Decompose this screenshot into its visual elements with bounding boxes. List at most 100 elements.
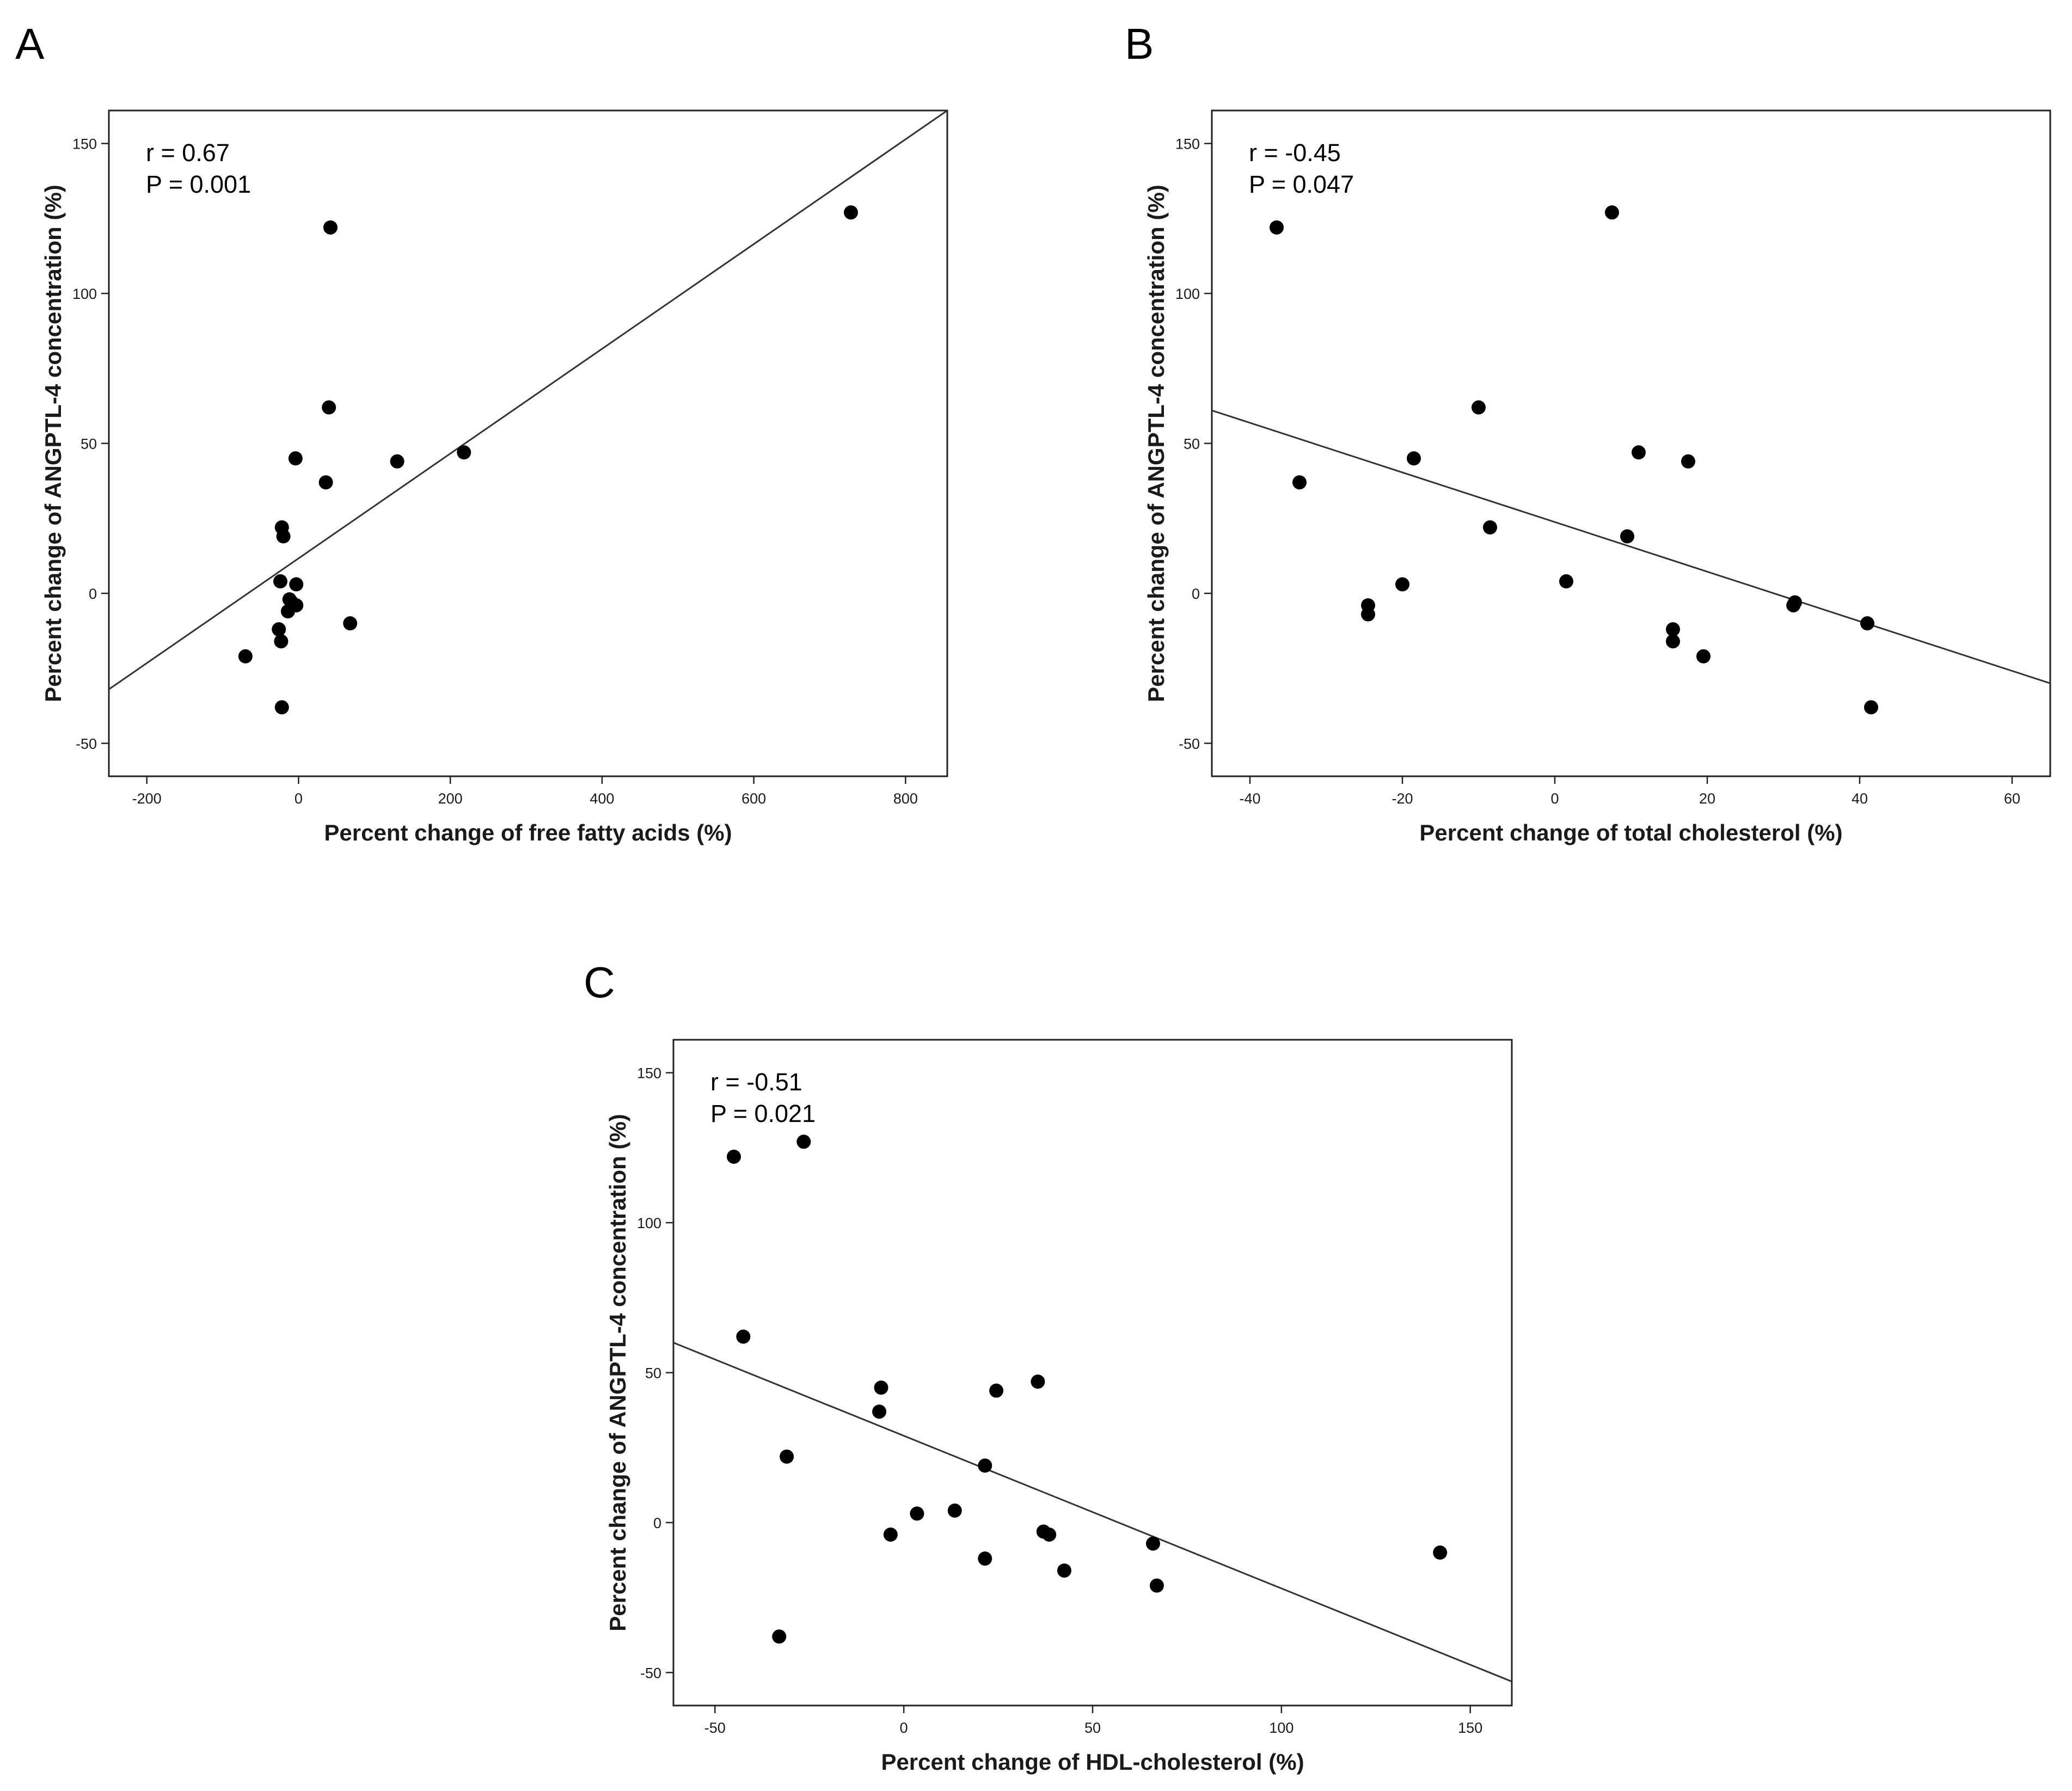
panel-a-regression-line bbox=[109, 111, 947, 690]
panel-b-data-point bbox=[1483, 520, 1497, 535]
panel-b-x-axis-title: Percent change of total cholesterol (%) bbox=[1419, 820, 1842, 845]
panel-b-plot-frame bbox=[1211, 109, 2051, 777]
panel-a-x-tick-label: 400 bbox=[590, 790, 614, 807]
panel-b-data-point bbox=[1696, 649, 1711, 664]
panel-c-data-point bbox=[1433, 1545, 1448, 1560]
panel-b-data-point bbox=[1620, 529, 1634, 544]
panel-c-data-point bbox=[874, 1381, 888, 1395]
panel-c-data-point bbox=[772, 1629, 787, 1644]
panel-a-r-value: r = 0.67 bbox=[146, 139, 230, 167]
panel-c-p-value: P = 0.021 bbox=[710, 1100, 816, 1127]
panel-a-data-point bbox=[289, 598, 304, 612]
panel-c-x-axis-title: Percent change of HDL-cholesterol (%) bbox=[881, 1749, 1304, 1775]
panel-c-data-point bbox=[726, 1149, 741, 1164]
panel-b-data-point bbox=[1666, 622, 1680, 637]
panel-a-data-point bbox=[289, 577, 304, 592]
panel-b-x-tick-label: 60 bbox=[2004, 790, 2020, 807]
panel-c-data-point bbox=[910, 1506, 924, 1521]
panel-c-data-point bbox=[989, 1383, 1004, 1398]
panel-c-x-tick-label: 150 bbox=[1458, 1720, 1482, 1736]
panel-c-y-tick-label: -50 bbox=[640, 1665, 661, 1681]
panel-c-data-point bbox=[978, 1551, 992, 1566]
panel-b-data-point bbox=[1292, 475, 1307, 490]
panel-b-x-tick-label: -40 bbox=[1239, 790, 1260, 807]
chart-a: -200 0 200 400 600 800 -50 0 50 100 150 Percent cha… bbox=[40, 109, 948, 845]
panel-b-x-tick-label: 40 bbox=[1852, 790, 1868, 807]
panel-b-p-value: P = 0.047 bbox=[1249, 170, 1354, 198]
panel-b-data-point bbox=[1632, 445, 1646, 460]
panel-b-x-tick-label: 20 bbox=[1699, 790, 1715, 807]
panel-a-data-point bbox=[273, 574, 287, 588]
panel-b-r-value: r = -0.45 bbox=[1249, 139, 1341, 167]
panel-a-p-value: P = 0.001 bbox=[146, 170, 251, 198]
panel-a-x-tick-label: -200 bbox=[132, 790, 162, 807]
panel-b-regression-line bbox=[1212, 409, 2050, 684]
panel-c-data-point bbox=[947, 1503, 962, 1518]
panel-b-data-point bbox=[1472, 400, 1486, 415]
panel-c-data-point bbox=[1145, 1536, 1160, 1551]
panel-c-y-tick-label: 0 bbox=[653, 1515, 661, 1531]
panel-a-data-point bbox=[272, 622, 286, 637]
panel-c-data-point bbox=[780, 1449, 794, 1464]
panel-c-y-tick-label: 150 bbox=[637, 1065, 661, 1082]
panel-a-data-point bbox=[276, 529, 291, 544]
panel-a-data-point bbox=[274, 634, 289, 649]
panel-a-data-point bbox=[844, 205, 859, 220]
panel-a-data-point bbox=[318, 475, 333, 490]
panel-b-data-point bbox=[1860, 616, 1874, 631]
panel-b-y-tick-label: -50 bbox=[1179, 735, 1200, 752]
panel-b-y-tick-label: 0 bbox=[1192, 586, 1200, 602]
panel-a-data-point bbox=[288, 451, 303, 466]
panel-a-y-tick-label: 50 bbox=[81, 436, 97, 452]
panel-b-data-point bbox=[1559, 574, 1573, 588]
panel-b-y-axis-title: Percent change of ANGPTL-4 concentration… bbox=[1143, 185, 1169, 702]
panel-b-data-point bbox=[1864, 700, 1878, 715]
panel-a-x-axis-title: Percent change of free fatty acids (%) bbox=[324, 820, 732, 845]
panel-c-data-point bbox=[796, 1134, 811, 1149]
panel-a-data-point bbox=[343, 616, 358, 631]
panel-c-data-point bbox=[736, 1329, 751, 1344]
panel-b-data-point bbox=[1361, 607, 1375, 622]
chart-b: -40 -20 0 20 40 60 -50 0 50 100 150 Percent change … bbox=[1143, 109, 2051, 845]
panel-c-regression-line bbox=[673, 1342, 1512, 1683]
panel-a-x-tick-label: 800 bbox=[893, 790, 918, 807]
panel-c-data-point bbox=[1031, 1375, 1045, 1389]
panel-b-data-point bbox=[1786, 598, 1801, 612]
panel-c-x-tick-label: -50 bbox=[704, 1720, 726, 1736]
panel-label-b: B bbox=[1125, 20, 1154, 68]
panel-b-y-tick-label: 50 bbox=[1184, 436, 1200, 452]
panel-c-data-point bbox=[1149, 1578, 1164, 1593]
panel-a-y-tick-label: -50 bbox=[76, 735, 97, 752]
panel-c-data-point bbox=[1042, 1527, 1057, 1542]
panel-b-x-tick-label: 0 bbox=[1550, 790, 1559, 807]
panel-a-data-point bbox=[457, 445, 471, 460]
panel-b-data-point bbox=[1605, 205, 1619, 220]
panel-label-a: A bbox=[15, 20, 45, 68]
panel-c-data-point bbox=[883, 1527, 898, 1542]
panel-a-y-tick-label: 150 bbox=[72, 136, 97, 152]
panel-b-y-tick-label: 100 bbox=[1175, 286, 1200, 302]
panel-a-y-tick-label: 0 bbox=[89, 586, 97, 602]
panel-c-y-tick-label: 100 bbox=[637, 1215, 661, 1231]
panel-b-x-tick-label: -20 bbox=[1391, 790, 1413, 807]
panel-a-x-tick-label: 600 bbox=[741, 790, 766, 807]
panel-a-x-tick-label: 0 bbox=[295, 790, 303, 807]
panel-b-data-point bbox=[1407, 451, 1421, 466]
panel-c-r-value: r = -0.51 bbox=[710, 1068, 802, 1096]
panel-a-x-tick-label: 200 bbox=[438, 790, 463, 807]
panel-c-y-axis-title: Percent change of ANGPTL-4 concentration… bbox=[605, 1114, 630, 1631]
chart-c: -50 0 50 100 150 -50 0 50 100 150 Percent change o… bbox=[605, 1039, 1513, 1775]
panel-c-data-point bbox=[978, 1458, 992, 1473]
panel-a-y-axis-title: Percent change of ANGPTL-4 concentration… bbox=[40, 185, 66, 702]
panel-c-x-tick-label: 50 bbox=[1084, 1720, 1101, 1736]
panel-c-x-tick-label: 100 bbox=[1269, 1720, 1294, 1736]
panel-b-y-tick-label: 150 bbox=[1175, 136, 1200, 152]
panel-a-y-tick-label: 100 bbox=[72, 286, 97, 302]
panel-a-data-point bbox=[274, 700, 289, 715]
panel-c-y-tick-label: 50 bbox=[645, 1365, 661, 1382]
panel-a-data-point bbox=[238, 649, 253, 664]
panel-b-data-point bbox=[1270, 220, 1284, 235]
panel-c-data-point bbox=[1057, 1563, 1071, 1578]
panel-a-data-point bbox=[323, 220, 338, 235]
